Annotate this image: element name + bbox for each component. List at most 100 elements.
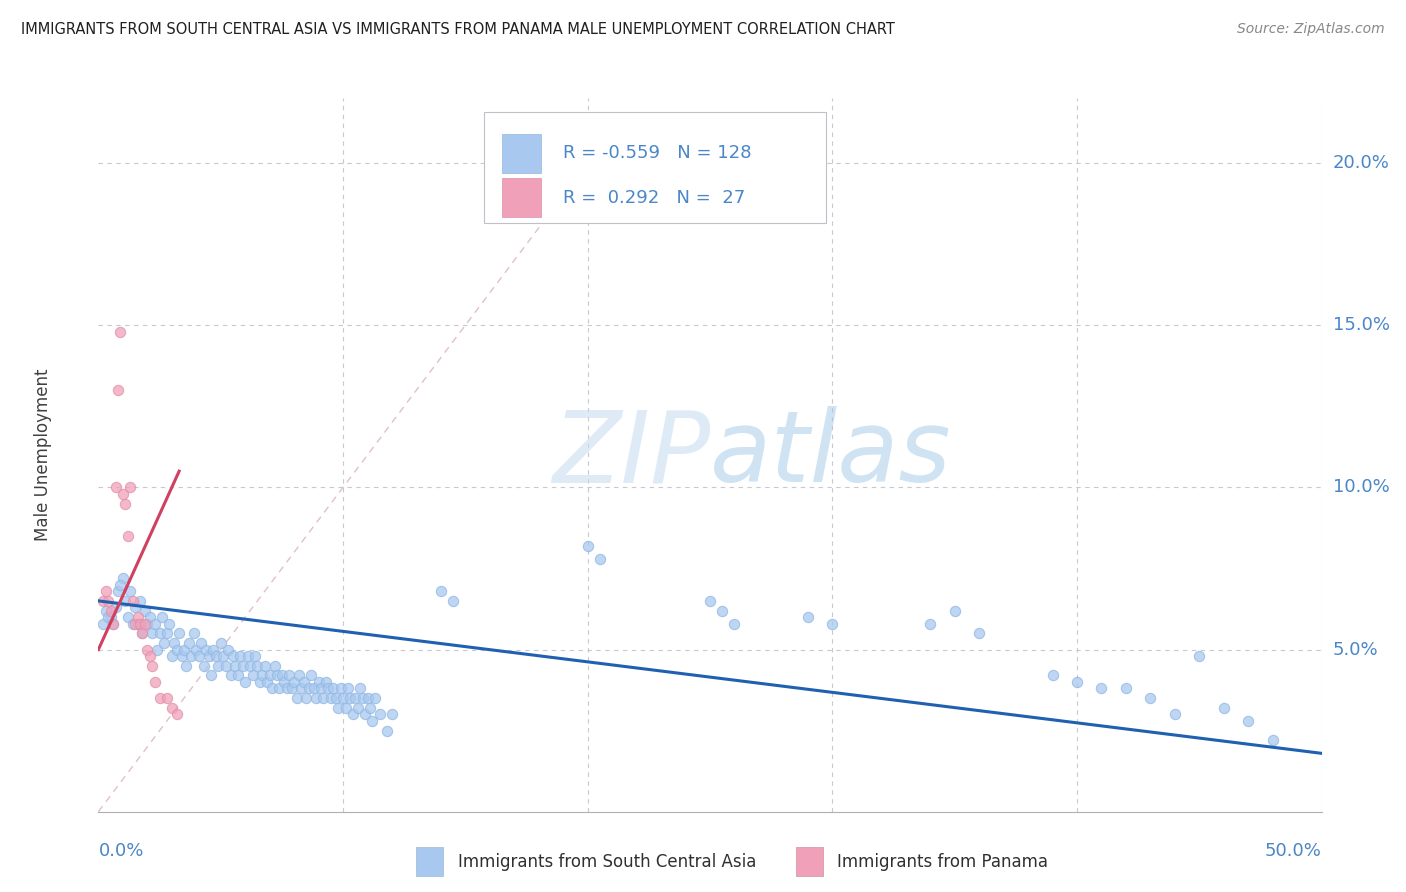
Text: R =  0.292   N =  27: R = 0.292 N = 27 — [564, 189, 745, 207]
Point — [1090, 681, 1112, 696]
Point — [430, 584, 453, 599]
FancyBboxPatch shape — [484, 112, 827, 223]
Point — [322, 681, 344, 696]
Bar — [416, 847, 443, 876]
Point — [243, 648, 266, 663]
Point — [246, 658, 269, 673]
Point — [91, 594, 114, 608]
Point — [104, 600, 127, 615]
Point — [319, 691, 342, 706]
Point — [111, 487, 134, 501]
Point — [120, 584, 142, 599]
Point — [97, 610, 120, 624]
Point — [186, 642, 208, 657]
Point — [329, 681, 352, 696]
Point — [236, 648, 259, 663]
Point — [1139, 691, 1161, 706]
Point — [97, 594, 120, 608]
Point — [441, 594, 464, 608]
Point — [364, 691, 387, 706]
Point — [263, 658, 285, 673]
Point — [193, 658, 215, 673]
Point — [139, 610, 162, 624]
Point — [146, 642, 169, 657]
Text: Source: ZipAtlas.com: Source: ZipAtlas.com — [1237, 22, 1385, 37]
Bar — [796, 847, 823, 876]
Point — [160, 648, 183, 663]
Point — [156, 691, 179, 706]
Point — [967, 626, 990, 640]
Point — [723, 616, 745, 631]
Point — [170, 648, 193, 663]
Bar — [502, 178, 541, 218]
Point — [117, 529, 139, 543]
Point — [217, 642, 239, 657]
Point — [332, 691, 354, 706]
Point — [368, 707, 391, 722]
Point — [166, 707, 188, 722]
Point — [381, 707, 404, 722]
Point — [229, 648, 252, 663]
Point — [1115, 681, 1137, 696]
Point — [187, 648, 209, 663]
Point — [252, 668, 274, 682]
Point — [167, 626, 190, 640]
Point — [110, 325, 132, 339]
Text: 0.0%: 0.0% — [98, 842, 143, 860]
Text: Male Unemployment: Male Unemployment — [34, 368, 52, 541]
Point — [699, 594, 721, 608]
Point — [249, 675, 271, 690]
Point — [270, 668, 294, 682]
Point — [212, 648, 235, 663]
Point — [232, 658, 254, 673]
Point — [290, 681, 312, 696]
Point — [315, 675, 337, 690]
Point — [207, 658, 229, 673]
Point — [176, 658, 198, 673]
Point — [292, 675, 315, 690]
Point — [342, 707, 364, 722]
Point — [821, 616, 844, 631]
Point — [336, 681, 359, 696]
Point — [166, 642, 188, 657]
Point — [197, 648, 219, 663]
Point — [177, 636, 200, 650]
Point — [339, 691, 361, 706]
Point — [576, 539, 599, 553]
Bar — [502, 134, 541, 173]
Point — [356, 691, 378, 706]
Point — [295, 691, 318, 706]
Point — [325, 691, 347, 706]
Point — [129, 616, 152, 631]
Point — [114, 497, 136, 511]
Point — [143, 616, 166, 631]
Point — [283, 675, 305, 690]
Point — [150, 610, 173, 624]
Point — [1212, 701, 1234, 715]
Point — [200, 668, 222, 682]
Point — [349, 681, 371, 696]
Point — [94, 584, 117, 599]
Point — [121, 594, 143, 608]
Point — [266, 668, 288, 682]
Point — [141, 626, 163, 640]
Point — [134, 616, 156, 631]
Point — [262, 681, 284, 696]
Point — [214, 658, 236, 673]
Point — [269, 681, 291, 696]
Point — [209, 636, 232, 650]
Point — [352, 691, 374, 706]
Point — [117, 610, 139, 624]
Point — [224, 658, 246, 673]
Point — [302, 681, 325, 696]
Point — [101, 616, 124, 631]
Point — [920, 616, 942, 631]
Point — [107, 383, 129, 397]
Point — [344, 691, 367, 706]
Text: Immigrants from South Central Asia: Immigrants from South Central Asia — [458, 853, 756, 871]
Point — [226, 668, 249, 682]
Point — [121, 616, 143, 631]
Point — [797, 610, 820, 624]
Point — [120, 480, 142, 494]
Point — [111, 571, 134, 585]
